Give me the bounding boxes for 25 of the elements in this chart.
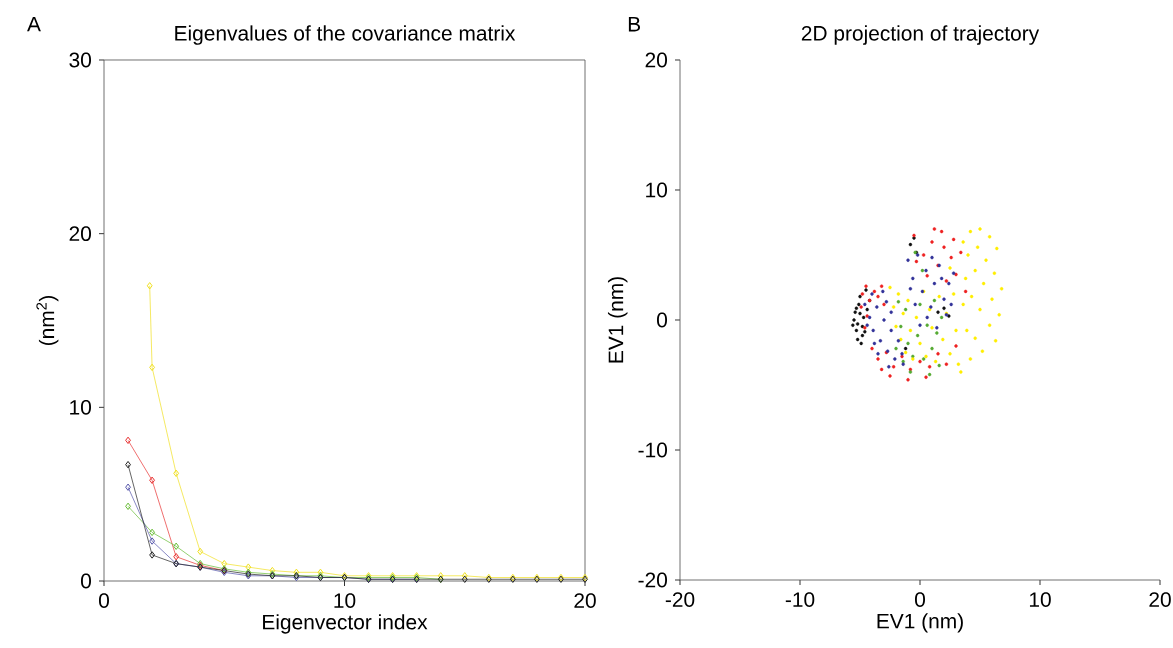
y-tick-label: 10 [70, 399, 91, 415]
y-tick-label: 0 [81, 573, 91, 589]
chart-title: 2D projection of trajectory [801, 25, 1040, 45]
y-tick-label: 0 [657, 312, 668, 328]
y-tick-label: 30 [69, 52, 91, 68]
x-tick-label: 20 [1149, 592, 1171, 607]
y-axis-title: EV1 (nm) [607, 277, 628, 363]
x-tick-label: 0 [98, 593, 109, 608]
y-tick-label: 10 [646, 182, 668, 198]
x-tick-label: 0 [915, 592, 925, 607]
x-axis-title: EV1 (nm) [877, 613, 963, 633]
x-axis-title: Eigenvector index [263, 614, 428, 634]
y-tick-label: -20 [638, 572, 668, 588]
x-tick-label: -10 [785, 592, 815, 607]
x-tick-label: -20 [665, 592, 695, 607]
x-tick-label: 10 [1029, 592, 1051, 607]
chart-title: Eigenvalues of the covariance matrix [175, 25, 516, 45]
y-tick-label: 20 [645, 52, 668, 68]
text: B [628, 17, 641, 32]
y-axis-title: (nm$^{2}$) [36, 295, 59, 346]
x-tick-label: 10 [334, 593, 356, 608]
y-tick-label: -10 [638, 442, 668, 458]
text: A [27, 16, 41, 32]
y-tick-label: 20 [69, 226, 91, 242]
x-tick-label: 20 [574, 593, 596, 608]
